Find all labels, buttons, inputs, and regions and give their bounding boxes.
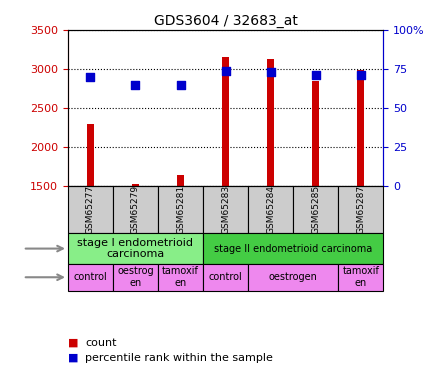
Text: control: control (208, 272, 243, 282)
Bar (222, 57, 229, 303)
Text: oestrogen: oestrogen (268, 272, 318, 282)
Text: GSM65284: GSM65284 (266, 185, 275, 234)
Title: GDS3604 / 32683_at: GDS3604 / 32683_at (154, 13, 297, 28)
Bar (203, 186, 248, 233)
Text: GSM65285: GSM65285 (311, 185, 320, 234)
Text: ■: ■ (68, 338, 78, 348)
Text: ■: ■ (68, 353, 78, 363)
Bar (203, 264, 248, 291)
Text: stage I endometrioid
carcinoma: stage I endometrioid carcinoma (78, 238, 194, 260)
Bar (203, 233, 383, 264)
Point (87, 74, 94, 80)
Bar (338, 264, 383, 291)
Text: count: count (85, 338, 117, 348)
Bar (248, 264, 338, 291)
Bar (113, 186, 158, 233)
Bar (68, 186, 113, 233)
Point (177, 82, 184, 88)
Bar (158, 186, 203, 233)
Bar (357, 70, 364, 303)
Text: GSM65277: GSM65277 (86, 185, 95, 234)
Text: tamoxif
en: tamoxif en (162, 267, 199, 288)
Text: GSM65281: GSM65281 (176, 185, 185, 234)
Point (132, 82, 139, 88)
Text: percentile rank within the sample: percentile rank within the sample (85, 353, 273, 363)
Bar (177, 175, 184, 303)
Text: control: control (74, 272, 107, 282)
Bar (158, 264, 203, 291)
Text: tamoxif
en: tamoxif en (342, 267, 379, 288)
Point (267, 69, 274, 75)
Bar (312, 81, 319, 303)
Point (312, 72, 319, 78)
Text: GSM65287: GSM65287 (356, 185, 365, 234)
Bar (68, 264, 113, 291)
Bar (248, 186, 293, 233)
Bar (267, 59, 274, 303)
Bar (113, 264, 158, 291)
Bar (293, 186, 338, 233)
Bar (87, 123, 94, 303)
Bar (132, 184, 139, 303)
Text: oestrog
en: oestrog en (117, 267, 154, 288)
Bar (68, 233, 203, 264)
Text: GSM65279: GSM65279 (131, 185, 140, 234)
Point (222, 68, 229, 74)
Text: GSM65283: GSM65283 (221, 185, 230, 234)
Text: stage II endometrioid carcinoma: stage II endometrioid carcinoma (214, 244, 372, 254)
Bar (338, 186, 383, 233)
Point (357, 72, 364, 78)
